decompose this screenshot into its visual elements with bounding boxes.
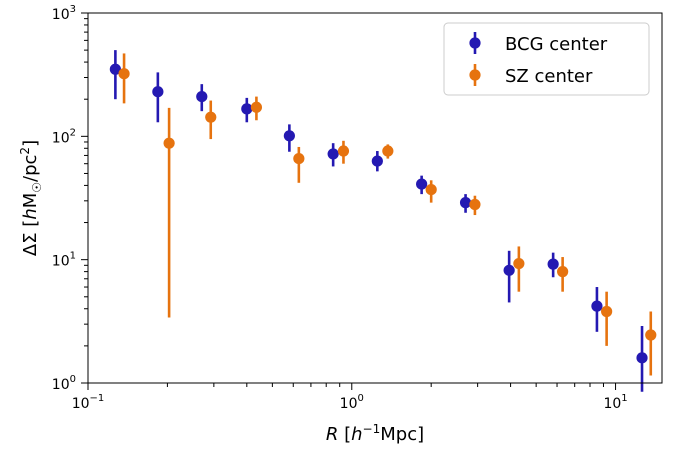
marker-series-1 <box>557 266 569 278</box>
axes-frame <box>87 12 663 384</box>
legend-label: BCG center <box>505 34 608 55</box>
marker-series-1 <box>382 145 394 157</box>
marker-series-0 <box>196 90 208 103</box>
legend-box <box>443 22 650 96</box>
x-tick-label: 101 <box>603 393 627 412</box>
marker-series-1 <box>293 152 305 165</box>
legend-label: SZ center <box>505 66 593 87</box>
marker-series-0 <box>416 178 428 190</box>
marker-series-0 <box>591 300 603 312</box>
marker-series-1 <box>601 305 613 318</box>
x-tick-label: 100 <box>340 393 364 412</box>
legend-marker <box>469 37 481 49</box>
x-axis-label: R [h−1Mpc] <box>326 422 424 445</box>
legend-marker <box>469 69 481 81</box>
marker-series-1 <box>250 101 263 113</box>
y-tick-label: 103 <box>52 4 76 23</box>
marker-series-0 <box>547 258 559 270</box>
marker-series-0 <box>327 148 339 160</box>
marker-series-1 <box>513 257 525 270</box>
y-tick-label: 101 <box>52 251 76 270</box>
marker-series-1 <box>205 111 217 123</box>
marker-series-1 <box>163 137 175 149</box>
marker-series-0 <box>283 130 295 142</box>
marker-series-0 <box>241 103 253 115</box>
y-tick-label: 100 <box>52 374 76 393</box>
y-tick-label: 102 <box>52 127 76 146</box>
marker-series-0 <box>459 197 472 209</box>
marker-series-0 <box>636 352 648 364</box>
marker-series-0 <box>371 155 383 167</box>
marker-series-1 <box>118 68 130 80</box>
y-axis-label: ΔΣ [hM☉/pc2] <box>18 140 44 256</box>
marker-series-0 <box>109 63 121 75</box>
marker-series-1 <box>469 198 481 211</box>
marker-series-1 <box>337 145 350 157</box>
marker-series-1 <box>645 329 657 341</box>
marker-series-1 <box>425 183 437 196</box>
x-tick-label: 10−1 <box>72 393 105 412</box>
plot-area <box>109 50 657 392</box>
marker-series-0 <box>152 86 164 98</box>
legend: BCG center SZ center <box>443 22 650 96</box>
marker-series-0 <box>503 264 515 276</box>
